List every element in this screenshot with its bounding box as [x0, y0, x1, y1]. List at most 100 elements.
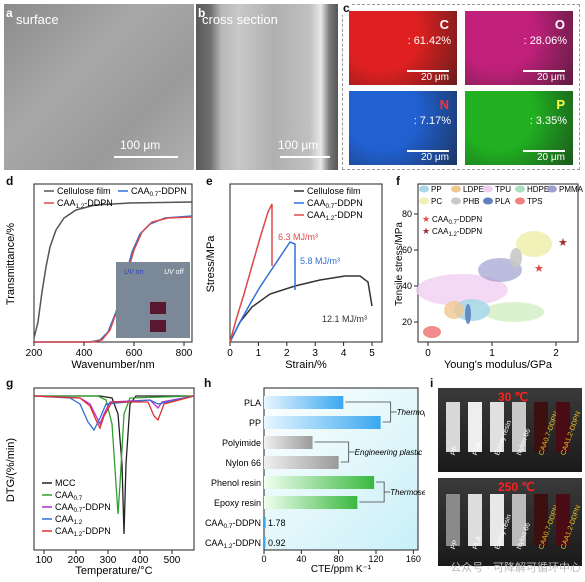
h-xtick-4: 160 [406, 554, 421, 564]
f-star-legend-label-0: CAA0.7-DDPN [432, 215, 482, 226]
eds-scale-3: 20 μm [537, 152, 565, 163]
sample-strip-bottom-1 [468, 494, 482, 546]
eds-element-2: N [439, 97, 449, 112]
f-xtick-1: 1 [489, 348, 495, 359]
f-legend-swatch-5 [419, 197, 429, 205]
eds-scale-1: 20 μm [537, 72, 565, 83]
d-plot-area [33, 183, 193, 343]
h-xtick-1: 40 [296, 554, 306, 564]
g-legend-label-4: CAA1.2-DDPN [55, 526, 111, 538]
d-curve-cellulose [33, 201, 193, 339]
h-ours-bar-0 [264, 517, 266, 528]
h-bar-4 [264, 476, 375, 489]
h-xtick-2: 80 [334, 554, 344, 564]
panel-label-c: c [341, 1, 352, 15]
eds-element-1: O [554, 17, 565, 32]
g-xtick-3: 400 [132, 555, 149, 566]
g-plot-area [33, 387, 195, 551]
sem-surface-scalebar [114, 156, 178, 158]
h-ours-value-0: 1.78 [268, 518, 286, 528]
panel-d: d Cellulose film CAA0.7-DDPN CAA1.2-DDPN U… [0, 172, 200, 372]
d-ylabel: Transmittance/% [5, 223, 17, 305]
g-legend-label-3: CAA1.2 [55, 514, 83, 526]
panel-label-d: d [6, 174, 14, 188]
f-legend-label-2: TPU [495, 185, 511, 194]
panel-i: i 30 ℃ PP PLA Epoxy resin Nylon 66 CAA0.7-DD… [428, 374, 585, 577]
eds-value-0: : 61.42% [407, 35, 451, 47]
f-ytick-2: 60 [402, 245, 412, 255]
g-xtick-2: 300 [100, 555, 117, 566]
panel-label-f: f [396, 174, 400, 188]
photo-250c: 250 ℃ PP PLA Epoxy resin Nylon 66 CAA0.7-DDP… [438, 478, 582, 566]
f-legend-swatch-4 [547, 185, 557, 193]
f-legend-label-8: TPS [527, 197, 543, 206]
e-annotation-cellulose: 12.1 MJ/m³ [322, 314, 367, 324]
e-annotation-caa12: 6.3 MJ/m³ [278, 232, 318, 242]
eds-scalebar-3 [523, 150, 565, 152]
g-curve-caa07-ddpn [33, 395, 195, 426]
e-plot-area [229, 183, 383, 343]
panel-label-i: i [430, 376, 434, 390]
e-curve-caa07 [229, 241, 296, 343]
e-annotation-caa07: 5.8 MJ/m³ [300, 256, 340, 266]
d-legend-label-2: CAA1.2-DDPN [57, 198, 113, 210]
eds-map-1: O : 28.06% 20 μm [465, 11, 573, 85]
sample-strip-bottom-4 [534, 494, 548, 546]
e-xtick-4: 4 [341, 348, 347, 359]
h-ours-value-1: 0.92 [268, 538, 286, 548]
e-xtick-5: 5 [369, 348, 375, 359]
h-bar-label-5: Epoxy resin [214, 498, 261, 508]
panel-label-e: e [206, 174, 213, 188]
h-bar-label-1: PP [249, 418, 261, 428]
e-legend-label-0: Cellulose film [307, 186, 361, 196]
panel-label-b: b [198, 6, 206, 20]
transmittance-chart: Cellulose film CAA0.7-DDPN CAA1.2-DDPN UV … [5, 183, 193, 371]
stress-strain-chart: 6.3 MJ/m³ 5.8 MJ/m³ 12.1 MJ/m³ Cellulose… [205, 183, 383, 371]
eds-scalebar-2 [407, 150, 449, 152]
f-region-tpu [416, 274, 508, 306]
sample-label-bottom-0: PP [450, 539, 460, 551]
eds-element-0: C [439, 17, 449, 32]
f-ytick-3: 80 [402, 209, 412, 219]
sample-strip-bottom-2 [490, 494, 504, 546]
e-ylabel: Stress/MPa [205, 235, 217, 293]
f-xtick-0: 0 [425, 348, 431, 359]
panel-c: c C: 61.42% 20 μm O: 28.06% 20 μm N: 7.17% 20… [341, 1, 580, 170]
panel-e: e 6.3 MJ/m³ 5.8 MJ/m³ 12.1 MJ/m³ Cellulo… [200, 172, 390, 372]
d-legend-label-0: Cellulose film [57, 186, 111, 196]
f-region-pc [516, 231, 552, 257]
sample-strip-top-5 [556, 402, 570, 452]
eds-scalebar-0 [407, 70, 449, 72]
g-curve-caa12 [33, 395, 195, 432]
panel-b: cross section 100 μm b [196, 4, 338, 170]
h-bar-label-0: PLA [244, 398, 261, 408]
sample-strip-bottom-0 [446, 494, 460, 546]
e-legend-label-2: CAA1.2-DDPN [307, 210, 363, 222]
eds-value-1: : 28.06% [523, 35, 567, 47]
h-bar-2 [264, 436, 313, 449]
eds-map-3: P: 3.35% 20 μm [465, 91, 573, 165]
sample-strip-top-2 [490, 402, 504, 452]
g-curve-mcc [34, 395, 194, 535]
f-legend-swatch-7 [483, 197, 493, 205]
d-inset-uv-on: UV on [124, 269, 144, 276]
f-legend-label-3: HDPE [527, 185, 549, 194]
d-legend-label-1: CAA0.7-DDPN [131, 186, 187, 198]
panel-label-h: h [204, 376, 212, 390]
sample-strip-bottom-5 [556, 494, 570, 546]
f-star-legend-label-1: CAA1.2-DDPN [432, 227, 482, 238]
g-legend-label-0: MCC [55, 478, 76, 488]
f-xlabel: Young's modulus/GPa [444, 359, 553, 371]
e-xtick-3: 3 [312, 348, 318, 359]
d-xtick-2: 600 [126, 348, 143, 359]
panel-h: h PLA PP Polyimide Nylon 66 Phenol resin Epox… [200, 374, 447, 577]
eds-value-3: : 3.35% [529, 115, 567, 127]
sample-strip-top-0 [446, 402, 460, 452]
f-legend-swatch-3 [515, 185, 525, 193]
photo-250c-temp: 250 ℃ [498, 480, 535, 494]
h-ours-label-0: CAA0.7-DDPN [205, 518, 261, 530]
g-xtick-4: 500 [164, 555, 181, 566]
f-region-ldpe [465, 304, 471, 324]
sem-cross-section-scalebar [280, 156, 330, 158]
